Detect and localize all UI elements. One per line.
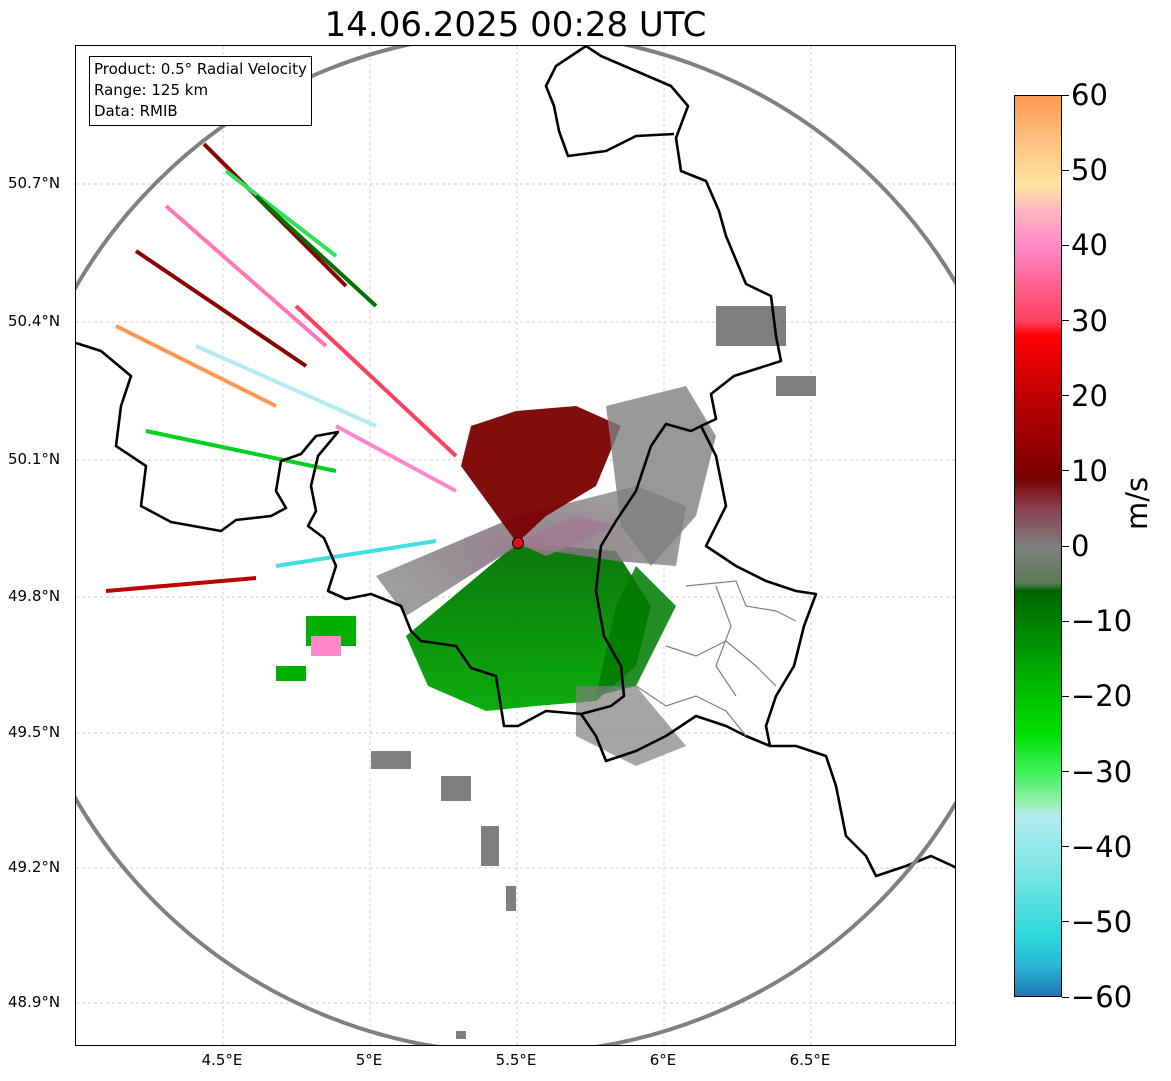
colorbar-tick (1062, 470, 1069, 472)
colorbar-tick (1062, 545, 1069, 547)
colorbar-tick-label: −40 (1071, 829, 1133, 864)
colorbar-tick-label: −60 (1071, 980, 1133, 1014)
colorbar-tick-label: 60 (1071, 78, 1108, 112)
lon-label-6.5: 6.5°E (789, 1051, 831, 1069)
info-product: Product: 0.5° Radial Velocity (94, 60, 307, 78)
lon-label-6: 6°E (649, 1051, 677, 1069)
radar-site-marker[interactable] (512, 537, 524, 549)
colorbar-tick-label: −50 (1071, 904, 1133, 939)
product-info-box: Product: 0.5° Radial Velocity Range: 125… (89, 56, 312, 126)
lat-label-50.1: 50.1°N (8, 450, 61, 468)
colorbar-tick (1062, 921, 1069, 923)
colorbar-tick (1062, 169, 1069, 171)
radar-map-panel[interactable] (75, 45, 956, 1046)
lon-label-4.5: 4.5°E (201, 1051, 243, 1069)
lat-label-50.7: 50.7°N (8, 174, 61, 192)
info-data-source: Data: RMIB (94, 102, 178, 120)
radial-velocity-echoes (105, 142, 816, 1039)
colorbar-tick-label: 20 (1071, 378, 1108, 413)
colorbar-tick (1062, 395, 1069, 397)
lon-label-5.5: 5.5°E (495, 1051, 537, 1069)
lat-label-49.2: 49.2°N (8, 858, 61, 876)
colorbar-tick (1062, 94, 1069, 96)
colorbar-tick-label: −20 (1071, 679, 1133, 714)
colorbar-tick-label: −30 (1071, 754, 1133, 789)
province-borders (635, 580, 797, 737)
country-borders (76, 46, 955, 878)
colorbar-tick (1062, 771, 1069, 772)
lat-label-48.9: 48.9°N (8, 993, 61, 1011)
info-range: Range: 125 km (94, 81, 209, 99)
colorbar-unit-label: m/s (1120, 476, 1154, 530)
lat-label-49.5: 49.5°N (8, 723, 61, 741)
colorbar-tick (1062, 695, 1069, 697)
colorbar-tick-label: 10 (1071, 453, 1108, 488)
colorbar-tick (1062, 244, 1069, 246)
lat-label-50.4: 50.4°N (8, 312, 61, 330)
colorbar-tick-label: 50 (1071, 153, 1108, 188)
lat-label-49.8: 49.8°N (8, 587, 61, 605)
colorbar-tick-label: −10 (1071, 604, 1133, 639)
colorbar-tick-label: 0 (1071, 529, 1090, 563)
map-title: 14.06.2025 00:28 UTC (324, 5, 707, 45)
colorbar-tick (1062, 846, 1069, 848)
velocity-colorbar (1014, 95, 1062, 997)
radar-map[interactable] (76, 46, 956, 1046)
colorbar-tick (1062, 320, 1069, 321)
colorbar-tick-label: 30 (1071, 303, 1108, 338)
colorbar-tick (1062, 620, 1069, 622)
lon-label-5: 5°E (355, 1051, 383, 1069)
colorbar-tick-label: 40 (1071, 228, 1108, 263)
colorbar-tick (1062, 996, 1069, 998)
